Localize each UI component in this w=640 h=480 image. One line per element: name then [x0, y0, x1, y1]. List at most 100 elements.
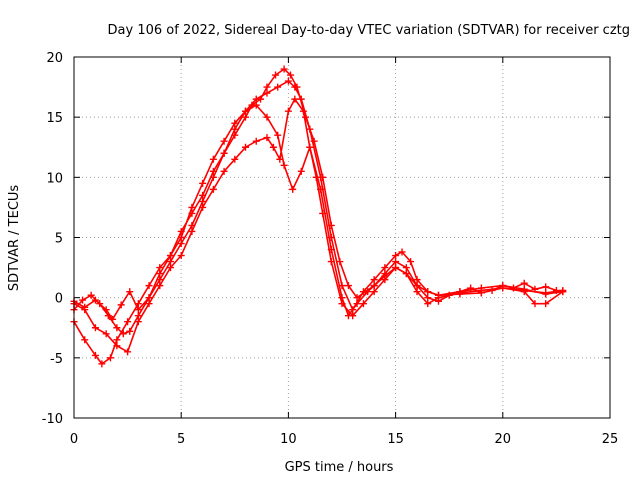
data-point: [209, 185, 217, 193]
data-point: [467, 284, 475, 292]
data-point: [166, 252, 174, 260]
data-point: [520, 288, 528, 296]
axis-ticks: [73, 56, 611, 419]
y-tick-label: 10: [46, 171, 63, 186]
x-tick-label: 20: [495, 432, 512, 447]
tick-labels: 0 5 10 15 20 25 -10 -5 0 5 10 15 20: [42, 51, 619, 447]
data-point: [359, 300, 367, 308]
grid: [74, 57, 610, 418]
y-tick-label: -5: [50, 352, 63, 367]
data-point: [252, 137, 260, 145]
data-point: [552, 286, 560, 294]
data-point: [280, 65, 288, 73]
data-point: [370, 276, 378, 284]
data-point: [312, 173, 320, 181]
data-point: [274, 131, 282, 139]
data-point: [145, 300, 153, 308]
data-point: [124, 348, 132, 356]
data-point: [280, 161, 288, 169]
data-point: [402, 270, 410, 278]
data-point: [166, 258, 174, 266]
data-point: [156, 270, 164, 278]
data-point: [319, 209, 327, 217]
data-point: [113, 342, 121, 350]
x-tick-label: 0: [70, 432, 78, 447]
data-point: [319, 173, 327, 181]
data-point: [272, 71, 280, 79]
data-point: [248, 101, 256, 109]
data-point: [113, 336, 121, 344]
data-point: [445, 291, 453, 299]
data-point: [370, 282, 378, 290]
data-point: [102, 306, 110, 314]
data-point: [284, 77, 292, 85]
plot-series: [70, 65, 567, 368]
data-point: [79, 296, 87, 304]
data-point: [188, 227, 196, 235]
data-point: [177, 252, 185, 260]
data-point: [263, 83, 271, 91]
data-point: [98, 360, 106, 368]
data-point: [263, 113, 271, 121]
x-axis-label: GPS time / hours: [285, 460, 394, 475]
chart-title: Day 106 of 2022, Sidereal Day-to-day VTE…: [108, 23, 630, 38]
data-point: [510, 284, 518, 292]
data-point: [327, 258, 335, 266]
data-point: [199, 191, 207, 199]
data-point: [392, 258, 400, 266]
data-point: [559, 288, 567, 296]
data-point: [413, 276, 421, 284]
data-point: [156, 282, 164, 290]
data-point: [177, 227, 185, 235]
data-point: [166, 264, 174, 272]
data-point: [106, 354, 114, 362]
series-track-1: [70, 77, 567, 368]
data-point: [188, 221, 196, 229]
data-point: [134, 318, 142, 326]
data-point: [134, 306, 142, 314]
data-point: [126, 327, 134, 335]
data-point: [274, 83, 282, 91]
data-point: [392, 264, 400, 272]
data-point: [327, 221, 335, 229]
data-point: [220, 149, 228, 157]
data-point: [297, 167, 305, 175]
data-point: [381, 264, 389, 272]
data-point: [424, 288, 432, 296]
data-point: [542, 290, 550, 298]
x-tick-label: 15: [387, 432, 404, 447]
data-point: [220, 167, 228, 175]
y-tick-label: -10: [42, 412, 63, 427]
data-point: [242, 143, 250, 151]
data-point: [488, 286, 496, 294]
data-point: [287, 71, 295, 79]
data-point: [306, 143, 314, 151]
data-point: [289, 185, 297, 193]
data-point: [113, 324, 121, 332]
data-point: [199, 179, 207, 187]
data-point: [392, 252, 400, 260]
data-point: [344, 282, 352, 290]
data-point: [477, 289, 485, 297]
data-point: [338, 300, 346, 308]
data-point: [145, 294, 153, 302]
data-point: [119, 330, 127, 338]
data-point: [310, 137, 318, 145]
y-tick-label: 20: [46, 51, 63, 66]
data-point: [134, 312, 142, 320]
data-point: [188, 203, 196, 211]
data-point: [336, 258, 344, 266]
data-point: [126, 288, 134, 296]
data-point: [81, 336, 89, 344]
y-tick-label: 5: [55, 232, 63, 247]
series-line: [73, 80, 563, 365]
series-track-3: [70, 101, 567, 338]
y-tick-label: 0: [55, 292, 63, 307]
data-point: [302, 113, 310, 121]
data-point: [531, 285, 539, 293]
data-point: [520, 279, 528, 287]
data-point: [257, 95, 265, 103]
data-point: [220, 137, 228, 145]
data-point: [231, 131, 239, 139]
data-point: [177, 240, 185, 248]
